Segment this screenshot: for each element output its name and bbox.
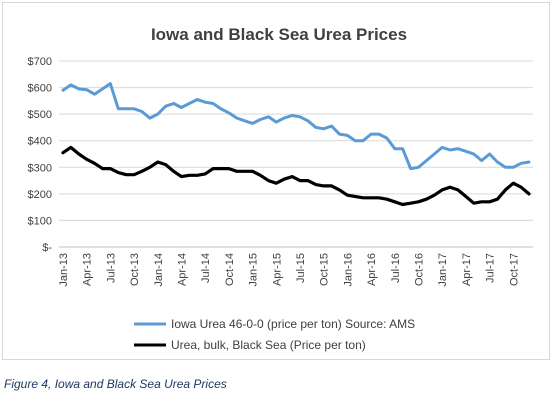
x-tick-label: Apr-13 bbox=[82, 253, 94, 286]
x-tick-label: Jul-17 bbox=[485, 253, 497, 283]
x-axis-ticks: Jan-13 Apr-13 Jul-13 Oct-13 Jan-14 Apr-14 Jul-… bbox=[58, 253, 520, 287]
x-tick-label: Oct-13 bbox=[129, 253, 141, 286]
y-tick-label: $400 bbox=[28, 136, 52, 148]
iowa-urea-series-line bbox=[61, 82, 531, 171]
x-tick-label: Oct-16 bbox=[413, 253, 425, 286]
y-tick-label: $700 bbox=[28, 56, 52, 68]
x-tick-label: Oct-14 bbox=[224, 253, 236, 286]
legend: Iowa Urea 46-0-0 (price per ton) Source:… bbox=[134, 317, 415, 352]
x-tick-label: Jan-16 bbox=[342, 253, 354, 287]
x-tick-label: Jul-16 bbox=[390, 253, 402, 283]
gridlines bbox=[59, 60, 533, 248]
x-tick-label: Jul-15 bbox=[295, 253, 307, 283]
x-tick-label: Oct-17 bbox=[508, 253, 520, 286]
x-tick-label: Apr-15 bbox=[271, 253, 283, 286]
chart-title: Iowa and Black Sea Urea Prices bbox=[151, 25, 407, 44]
chart-frame: Iowa and Black Sea Urea Prices $- $100 $20… bbox=[2, 2, 550, 360]
x-tick-label: Jan-17 bbox=[437, 253, 449, 287]
x-tick-label: Apr-17 bbox=[461, 253, 473, 286]
y-tick-label: $300 bbox=[28, 162, 52, 174]
y-tick-label: $500 bbox=[28, 109, 52, 121]
figure-caption: Figure 4, Iowa and Black Sea Urea Prices bbox=[4, 377, 227, 391]
y-axis-ticks: $- $100 $200 $300 $400 $500 $600 $700 bbox=[28, 56, 53, 254]
x-tick-label: Jan-15 bbox=[248, 253, 260, 287]
legend-label: Iowa Urea 46-0-0 (price per ton) Source:… bbox=[171, 317, 415, 331]
series-lines bbox=[61, 82, 531, 207]
x-tick-label: Apr-14 bbox=[176, 253, 188, 286]
x-tick-label: Jan-13 bbox=[58, 253, 70, 287]
x-tick-label: Jul-14 bbox=[200, 253, 212, 283]
x-tick-label: Oct-15 bbox=[319, 253, 331, 286]
black-sea-urea-series-line bbox=[61, 145, 531, 207]
x-tick-label: Jan-14 bbox=[153, 253, 165, 287]
y-tick-label: $200 bbox=[28, 189, 52, 201]
legend-label: Urea, bulk, Black Sea (Price per ton) bbox=[171, 338, 366, 352]
line-chart: Iowa and Black Sea Urea Prices $- $100 $20… bbox=[28, 25, 533, 352]
x-tick-label: Jul-13 bbox=[105, 253, 117, 283]
x-tick-label: Apr-16 bbox=[366, 253, 378, 286]
y-tick-label: $100 bbox=[28, 215, 52, 227]
y-tick-label: $600 bbox=[28, 83, 52, 95]
y-tick-label: $- bbox=[42, 242, 52, 254]
